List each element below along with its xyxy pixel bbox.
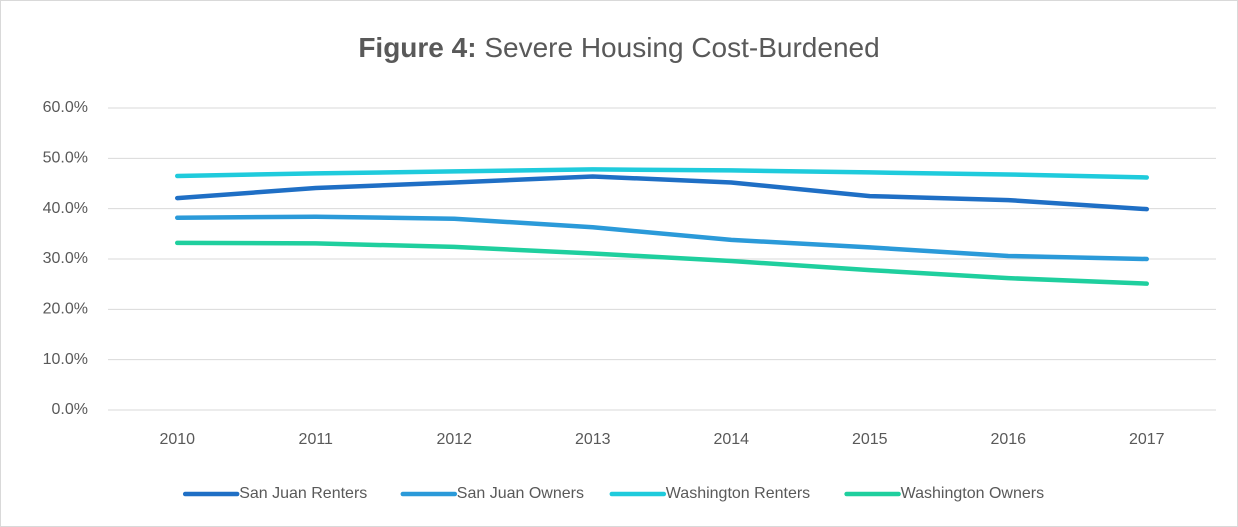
x-tick-label: 2015 <box>852 431 888 448</box>
title-text: Severe Housing Cost-Burdened <box>484 32 879 63</box>
x-tick-label: 2013 <box>575 431 611 448</box>
x-tick-label: 2016 <box>990 431 1026 448</box>
legend-label: Washington Owners <box>901 485 1044 502</box>
series-line <box>175 167 1149 180</box>
y-tick-label: 30.0% <box>43 250 88 267</box>
chart-title: Figure 4: Severe Housing Cost-Burdened <box>358 32 879 63</box>
series-line <box>175 240 1149 286</box>
legend-label: San Juan Owners <box>457 485 584 502</box>
y-tick-label: 20.0% <box>43 301 88 318</box>
y-tick-label: 10.0% <box>43 351 88 368</box>
y-tick-label: 0.0% <box>52 401 88 418</box>
x-tick-label: 2014 <box>713 431 749 448</box>
x-tick-label: 2012 <box>436 431 472 448</box>
legend-label: San Juan Renters <box>239 485 367 502</box>
title-prefix: Figure 4: <box>358 32 476 63</box>
series-line <box>175 174 1149 212</box>
x-tick-label: 2010 <box>159 431 195 448</box>
x-tick-label: 2017 <box>1129 431 1165 448</box>
y-tick-label: 50.0% <box>43 150 88 167</box>
y-tick-label: 60.0% <box>43 99 88 116</box>
legend-label: Washington Renters <box>666 485 810 502</box>
y-tick-label: 40.0% <box>43 200 88 217</box>
series-line <box>175 214 1149 262</box>
x-tick-label: 2011 <box>299 431 334 448</box>
